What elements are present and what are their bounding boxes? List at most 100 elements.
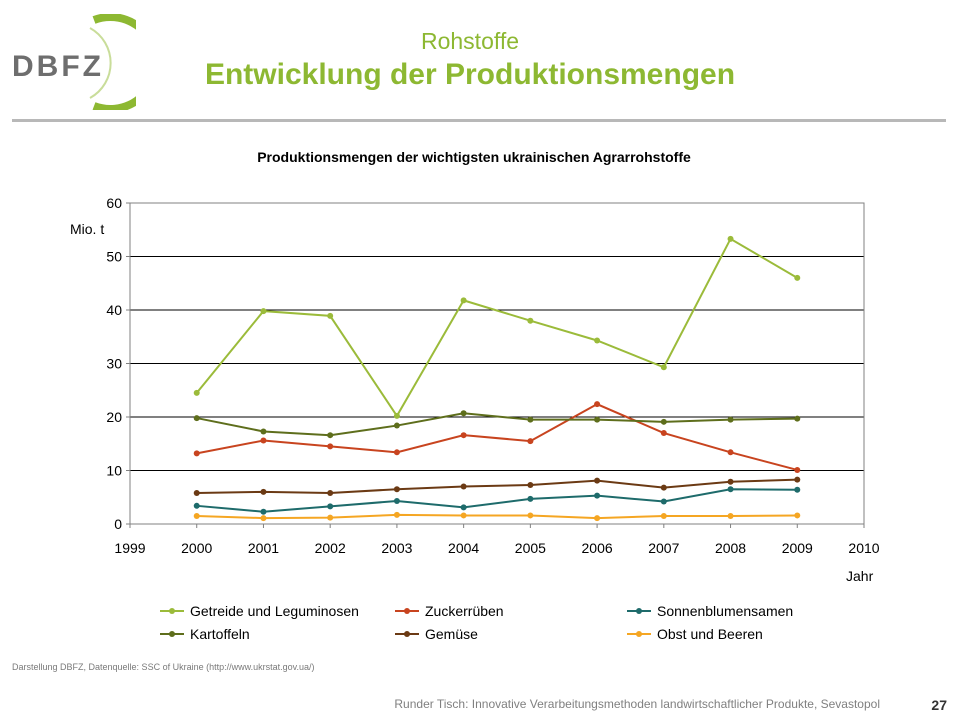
- data-point: [260, 308, 267, 315]
- data-point: [794, 466, 801, 473]
- series-line: [196, 403, 798, 471]
- data-point: [193, 389, 200, 396]
- x-tick-label: 2010: [848, 540, 879, 556]
- data-point: [660, 430, 667, 437]
- data-point: [727, 478, 734, 485]
- x-tick-label: 2001: [248, 540, 279, 556]
- y-axis-label: Mio. t: [70, 221, 104, 237]
- x-tick-label: 2004: [448, 540, 479, 556]
- series-line: [196, 488, 798, 513]
- data-point: [594, 492, 601, 499]
- data-point: [260, 488, 267, 495]
- footer-event-text: Runder Tisch: Innovative Verarbeitungsme…: [394, 697, 880, 711]
- data-point: [260, 437, 267, 444]
- y-tick-label: 30: [106, 356, 122, 372]
- data-point: [393, 412, 400, 419]
- data-point: [660, 418, 667, 425]
- data-point: [460, 483, 467, 490]
- data-point: [193, 450, 200, 457]
- header-divider: [12, 119, 946, 122]
- data-point: [794, 415, 801, 422]
- x-tick-label: 2009: [782, 540, 813, 556]
- legend-label: Zuckerrüben: [425, 603, 504, 619]
- legend-swatch-marker: [636, 631, 642, 637]
- data-point: [527, 317, 534, 324]
- y-tick-label: 0: [114, 516, 122, 532]
- series-line: [196, 478, 798, 494]
- data-point: [727, 486, 734, 493]
- data-point: [193, 489, 200, 496]
- production-line-chart: Produktionsmengen der wichtigsten ukrain…: [70, 149, 880, 642]
- slide-subtitle: Rohstoffe: [420, 28, 520, 54]
- chart-title: Produktionsmengen der wichtigsten ukrain…: [257, 149, 691, 165]
- data-point: [193, 512, 200, 519]
- logo-arc-inner: [89, 27, 112, 99]
- data-point: [727, 512, 734, 519]
- data-point: [794, 486, 801, 493]
- data-point: [660, 364, 667, 371]
- data-point: [794, 476, 801, 483]
- y-tick-label: 50: [106, 249, 122, 265]
- chart-axes: 0 10 20 30 40 50 60 1999 2000 2001 2002 2003 2004 200…: [106, 195, 879, 556]
- data-point: [460, 410, 467, 417]
- data-point: [727, 449, 734, 456]
- x-tick-label: 2007: [648, 540, 679, 556]
- data-point: [260, 508, 267, 515]
- chart-series: [193, 235, 801, 522]
- data-point: [327, 489, 334, 496]
- data-point: [327, 432, 334, 439]
- x-tick-label: 1999: [114, 540, 145, 556]
- data-point: [327, 514, 334, 521]
- data-point: [260, 515, 267, 522]
- x-tick-label: 2003: [381, 540, 412, 556]
- logo-text: DBFZ: [12, 50, 104, 83]
- x-axis-label: Jahr: [846, 568, 874, 584]
- y-tick-label: 40: [106, 302, 122, 318]
- y-tick-label: 10: [106, 463, 122, 479]
- data-point: [660, 484, 667, 491]
- data-point: [393, 497, 400, 504]
- data-point: [594, 337, 601, 344]
- x-tick-label: 2000: [181, 540, 212, 556]
- data-point: [460, 512, 467, 519]
- data-point: [594, 416, 601, 423]
- data-point: [527, 481, 534, 488]
- chart-gridlines: [130, 202, 864, 471]
- data-point: [727, 235, 734, 242]
- series-line: [195, 237, 798, 418]
- data-point: [527, 512, 534, 519]
- x-tick-label: 2002: [315, 540, 346, 556]
- data-point: [527, 416, 534, 423]
- legend-label: Obst und Beeren: [657, 626, 763, 642]
- data-point: [260, 428, 267, 435]
- data-point: [727, 416, 734, 423]
- dbfz-logo: DBFZ: [8, 14, 136, 110]
- x-tick-label: 2005: [515, 540, 546, 556]
- data-point: [660, 498, 667, 505]
- legend-swatch-marker: [404, 631, 410, 637]
- data-point: [660, 512, 667, 519]
- x-tick-label: 2008: [715, 540, 746, 556]
- data-point: [393, 511, 400, 518]
- data-source-note: Darstellung DBFZ, Datenquelle: SSC of Uk…: [12, 662, 315, 672]
- data-point: [594, 477, 601, 484]
- data-point: [393, 486, 400, 493]
- series-line: [196, 412, 798, 437]
- data-point: [527, 438, 534, 445]
- data-point: [460, 432, 467, 439]
- slide-title: Entwicklung der Produktionsmengen: [204, 58, 736, 91]
- legend-label: Gemüse: [425, 626, 478, 642]
- data-point: [594, 515, 601, 522]
- page-number: 27: [931, 697, 947, 713]
- legend-label: Sonnenblumensamen: [657, 603, 793, 619]
- chart-legend: Getreide und Leguminosen Zuckerrüben Sonne…: [160, 603, 793, 642]
- data-point: [527, 495, 534, 502]
- data-point: [460, 297, 467, 304]
- data-point: [393, 449, 400, 456]
- data-point: [193, 502, 200, 509]
- legend-swatch-marker: [169, 631, 175, 637]
- data-point: [327, 312, 334, 319]
- x-tick-label: 2006: [582, 540, 613, 556]
- data-point: [327, 443, 334, 450]
- data-point: [794, 512, 801, 519]
